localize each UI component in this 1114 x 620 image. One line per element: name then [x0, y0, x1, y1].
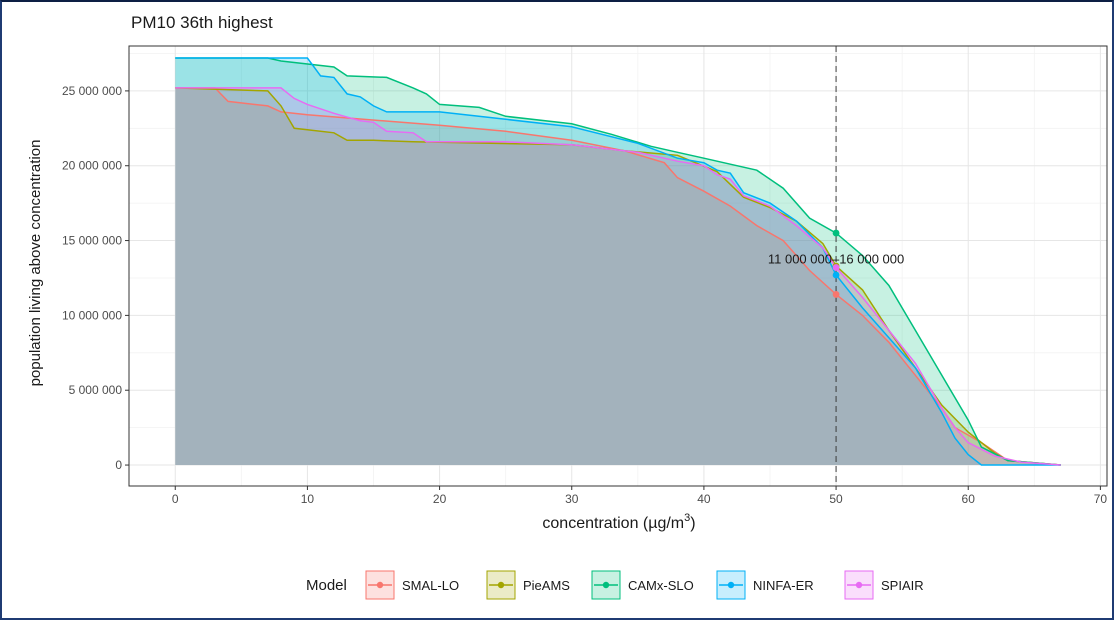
x-tick-label: 0 — [172, 492, 179, 506]
y-tick-label: 15 000 000 — [62, 234, 122, 248]
marker-camx-slo — [832, 229, 840, 237]
common-exposure-area — [175, 87, 1061, 466]
y-tick-label: 10 000 000 — [62, 308, 122, 322]
ribbons — [175, 58, 1061, 466]
x-tick-label: 30 — [565, 492, 579, 506]
legend-key-marker — [727, 581, 735, 589]
chart-title: PM10 36th highest — [131, 13, 273, 32]
series-line-camx-slo — [175, 57, 1061, 466]
legend-key-marker — [855, 581, 863, 589]
x-tick-label: 70 — [1094, 492, 1108, 506]
y-axis-label: population living above concentration — [27, 140, 44, 387]
y-tick-label: 5 000 000 — [69, 383, 123, 397]
x-axis-label-suffix: ) — [690, 515, 695, 532]
legend-label: SMAL-LO — [402, 578, 459, 593]
legend-label: CAMx-SLO — [628, 578, 694, 593]
plot-border — [128, 45, 1108, 487]
legend-item-smal-lo: SMAL-LO — [365, 570, 459, 600]
x-tick-label: 10 — [301, 492, 315, 506]
series-lines — [175, 57, 1061, 466]
legend-item-pieams: PieAMS — [486, 570, 570, 600]
x-axis-label: concentration (µg/m3) — [542, 512, 695, 532]
x-axis-label-prefix: concentration (µg/m — [542, 515, 684, 532]
x-tick-label: 60 — [962, 492, 976, 506]
y-tick-label: 25 000 000 — [62, 84, 122, 98]
axes: 0 10 20 30 40 50 60 70 0 5 000 000 10 000 000 15 00… — [62, 84, 1107, 506]
legend-title: Model — [306, 577, 347, 594]
y-tick-label: 20 000 000 — [62, 159, 122, 173]
legend-label: SPIAIR — [881, 578, 924, 593]
marker-smal-lo — [832, 291, 840, 298]
legend: Model SMAL-LO PieAMS CAMx-SLO NINFA-ER SPIAIR — [306, 570, 924, 600]
x-axis-label-superscript: 3 — [684, 512, 690, 524]
series-line-ninfa-er — [175, 57, 1061, 466]
x-tick-label: 50 — [829, 492, 843, 506]
legend-key-marker — [602, 581, 610, 589]
x-tick-label: 40 — [697, 492, 711, 506]
legend-label: NINFA-ER — [753, 578, 814, 593]
ribbon-camx-slo — [175, 58, 1061, 465]
plot-area: 11 000 000–16 000 000 — [128, 45, 1108, 487]
marker-ninfa-er — [832, 271, 840, 279]
series-line-spiair — [175, 87, 1061, 466]
legend-key-marker — [497, 581, 505, 589]
marker-spiair — [832, 264, 840, 271]
x-tick-label: 20 — [433, 492, 447, 506]
legend-label: PieAMS — [523, 578, 570, 593]
legend-item-camx-slo: CAMx-SLO — [591, 570, 694, 600]
series-line-pieams — [175, 87, 1061, 466]
ribbon-ninfa-er — [175, 58, 1061, 465]
legend-item-spiair: SPIAIR — [844, 570, 924, 600]
range-annotation: 11 000 000–16 000 000 — [768, 252, 904, 267]
y-tick-label: 0 — [115, 458, 122, 472]
legend-item-ninfa-er: NINFA-ER — [716, 570, 814, 600]
legend-key-marker — [376, 581, 384, 589]
